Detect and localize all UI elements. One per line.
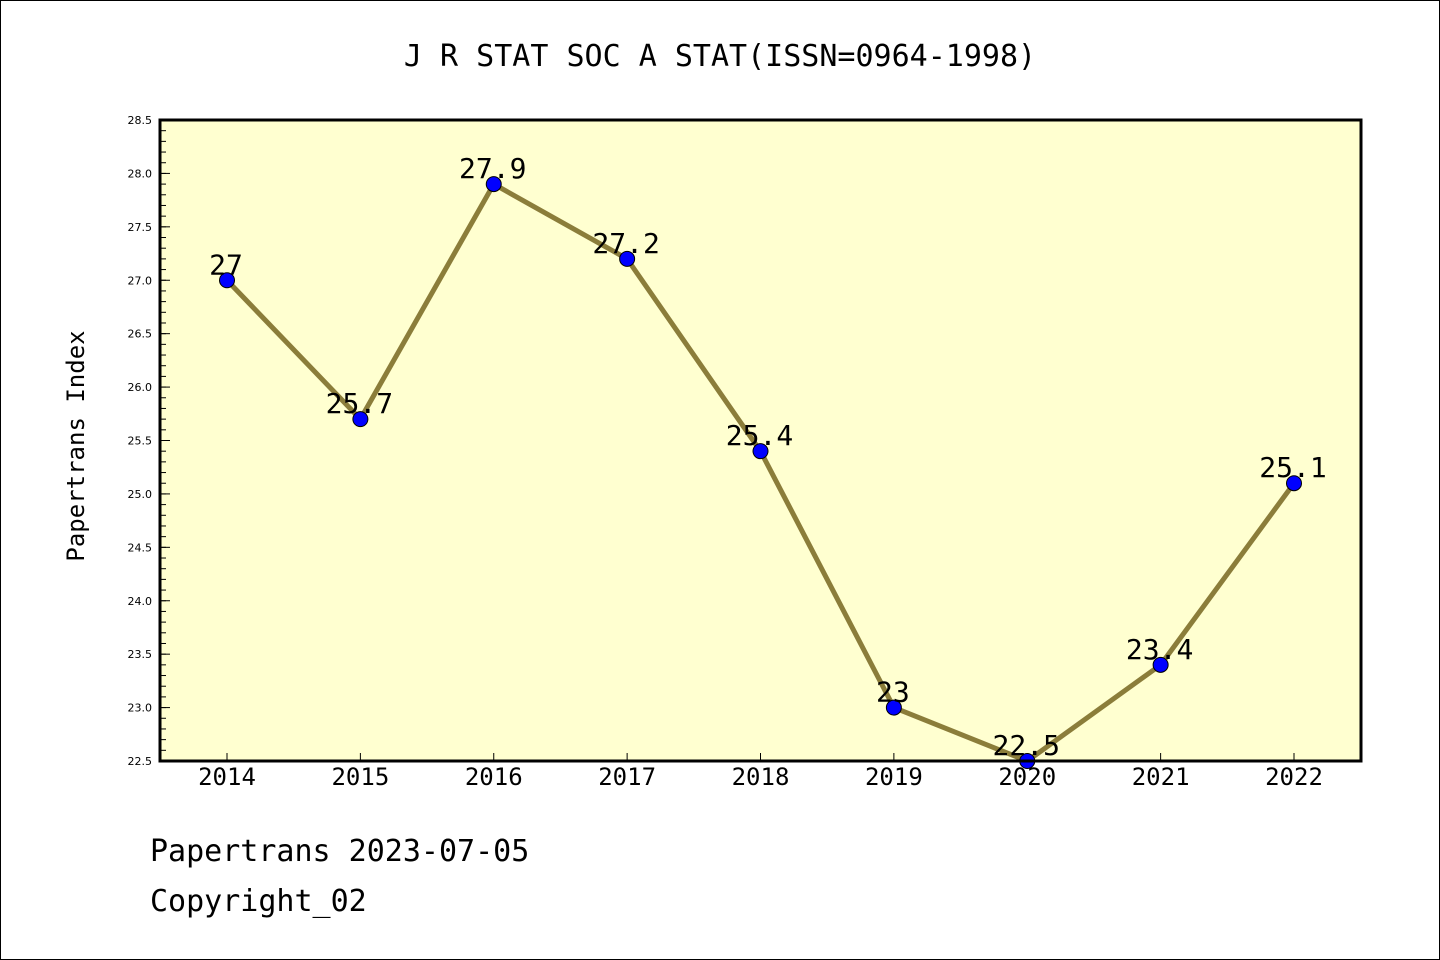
y-tick-label: 27.0: [128, 274, 153, 287]
data-point: [485, 176, 502, 193]
data-label: 23: [876, 676, 910, 709]
plot-border: [158, 118, 1363, 763]
data-label: 27.9: [459, 152, 526, 185]
y-tick-label: 25.0: [128, 488, 153, 501]
y-tick-label: 26.0: [128, 381, 153, 394]
footer-date: Papertrans 2023-07-05: [150, 834, 530, 869]
data-point: [885, 699, 902, 716]
data-label: 27.2: [592, 227, 659, 260]
chart-title: J R STAT SOC A STAT(ISSN=0964-1998): [404, 39, 1036, 74]
y-tick-label: 23.5: [128, 648, 153, 661]
x-tick-label: 2014: [198, 763, 256, 791]
data-point: [619, 250, 636, 267]
y-axis-label: Papertrans Index: [62, 330, 90, 561]
data-labels: 27 25.7 27.9 27.2 25.4 23 22.5 23.4 25.1: [209, 152, 1327, 762]
data-point: [219, 272, 235, 289]
y-tick-label: 24.0: [128, 595, 153, 608]
y-tick-label: 27.5: [128, 221, 153, 234]
data-point: [1152, 656, 1169, 673]
data-label: 25.1: [1259, 451, 1326, 484]
x-tick-label: 2015: [331, 763, 389, 791]
data-label: 27: [209, 248, 243, 281]
y-tick-label: 22.5: [128, 755, 153, 768]
x-tick-label: 2022: [1265, 763, 1323, 791]
plot-area: [160, 120, 1361, 761]
y-tick-label: 23.0: [128, 702, 153, 715]
data-label: 25.7: [326, 387, 393, 420]
x-tick-label: 2021: [1132, 763, 1190, 791]
y-tick-label: 24.5: [128, 541, 153, 554]
data-markers: [219, 176, 1302, 769]
footer-copyright: Copyright_02: [150, 884, 367, 919]
x-tick-label: 2016: [465, 763, 523, 791]
data-label: 22.5: [993, 729, 1060, 762]
y-tick-label: 26.5: [128, 328, 153, 341]
x-tick-label: 2019: [865, 763, 923, 791]
data-label: 25.4: [726, 419, 793, 452]
y-tick-label: 25.5: [128, 435, 153, 448]
x-tick-label: 2017: [598, 763, 656, 791]
x-tick-label: 2018: [732, 763, 790, 791]
data-point: [352, 411, 369, 428]
data-point: [752, 443, 769, 460]
data-label: 23.4: [1126, 633, 1193, 666]
data-point: [1286, 475, 1302, 492]
y-tick-label: 28.5: [128, 114, 153, 127]
y-axis-ticks: 22.5 23.0 23.5 24.0 24.5 25.0 25.5 26.0 26.5 27.0…: [128, 114, 170, 768]
y-tick-label: 28.0: [128, 167, 153, 180]
